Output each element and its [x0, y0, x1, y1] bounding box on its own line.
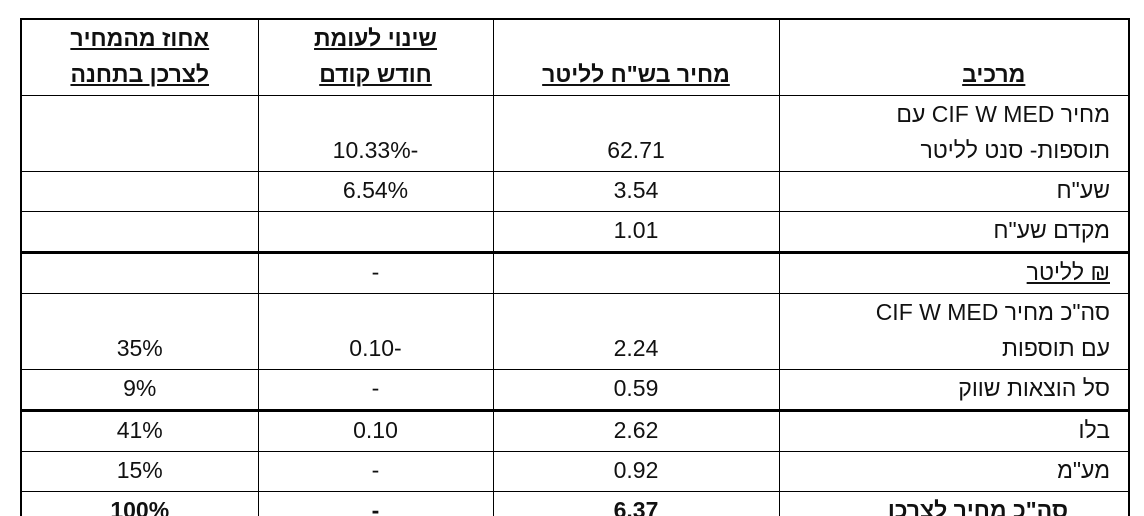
table-cell	[257, 211, 494, 253]
column-header: שינוי לעומת חודש קודם	[257, 18, 494, 96]
table-cell: -	[257, 369, 494, 411]
cell-line: חודש קודם	[319, 61, 432, 87]
table-cell: מע"מ	[778, 451, 1130, 492]
table-cell	[20, 211, 259, 253]
table-cell: 0.59	[492, 369, 780, 411]
table-cell: 41%	[20, 409, 259, 452]
table-cell: 3.54	[492, 171, 780, 212]
table-cell: ₪ לליטר	[778, 251, 1130, 294]
table-cell: סל הוצאות שווק	[778, 369, 1130, 411]
cell-line: אחוז מהמחיר	[70, 25, 210, 51]
cell-line: לצרכן בתחנה	[70, 61, 210, 87]
table-cell: 2.62	[492, 409, 780, 452]
table-cell: 35%	[20, 293, 259, 370]
table-cell: 6.37	[492, 491, 780, 516]
table-cell: שע"ח	[778, 171, 1130, 212]
table-cell: בלו	[778, 409, 1130, 452]
table-cell: -0.10	[257, 293, 494, 370]
table-row: סל הוצאות שווק 0.59-9%	[20, 369, 1130, 411]
cell-line: עם תוספות	[1002, 335, 1110, 361]
table-cell: 6.54%	[257, 171, 494, 212]
table-row: ₪ לליטר -	[20, 251, 1130, 294]
table-cell: -10.33%	[257, 95, 494, 172]
column-header: מחיר בש"ח לליטר	[492, 18, 780, 96]
table-cell: 15%	[20, 451, 259, 492]
table-cell	[20, 95, 259, 172]
table-cell: סה"כ מחיר לצרכן	[778, 491, 1130, 516]
cell-line: תוספות- סנט לליטר	[920, 137, 1110, 163]
column-header: אחוז מהמחיר לצרכן בתחנה	[20, 18, 259, 96]
table-cell: -	[257, 451, 494, 492]
table-cell: 0.92	[492, 451, 780, 492]
table-cell: מחיר CIF W MED עם תוספות- סנט לליטר	[778, 95, 1130, 172]
table-row: סה"כ מחיר CIF W MED עם תוספות 2.24 -0.10 35%	[20, 293, 1130, 370]
table-cell	[20, 171, 259, 212]
table-row: שע"ח 3.54 6.54%	[20, 171, 1130, 212]
table-cell: סה"כ מחיר CIF W MED עם תוספות	[778, 293, 1130, 370]
cell-line: סה"כ מחיר CIF W MED	[875, 299, 1110, 325]
table-cell: -	[257, 251, 494, 294]
table-row: בלו 2.62 0.10 41%	[20, 409, 1130, 452]
column-header: מרכיב	[778, 18, 1130, 96]
cell-line: מחיר CIF W MED עם	[896, 101, 1110, 127]
table-cell	[492, 251, 780, 294]
table-cell: 2.24	[492, 293, 780, 370]
table-cell	[20, 251, 259, 294]
price-table: מרכיב מחיר בש"ח לליטר שינוי לעומת חודש קודם…	[20, 18, 1130, 516]
table-cell: 100%	[20, 491, 259, 516]
table-cell: -	[257, 491, 494, 516]
table-cell: 62.71	[492, 95, 780, 172]
table-row: מחיר CIF W MED עם תוספות- סנט לליטר 62.71-…	[20, 95, 1130, 172]
table-cell: 1.01	[492, 211, 780, 253]
table-cell: 0.10	[257, 409, 494, 452]
table-cell: מקדם שע"ח	[778, 211, 1130, 253]
table-cell: 9%	[20, 369, 259, 411]
table-row: סה"כ מחיר לצרכן 6.37-100%	[20, 491, 1130, 516]
cell-line: שינוי לעומת	[314, 25, 437, 51]
table-row: מע"מ 0.92-15%	[20, 451, 1130, 492]
header-row: מרכיב מחיר בש"ח לליטר שינוי לעומת חודש קודם…	[20, 18, 1130, 96]
table-row: מקדם שע"ח 1.01	[20, 211, 1130, 253]
